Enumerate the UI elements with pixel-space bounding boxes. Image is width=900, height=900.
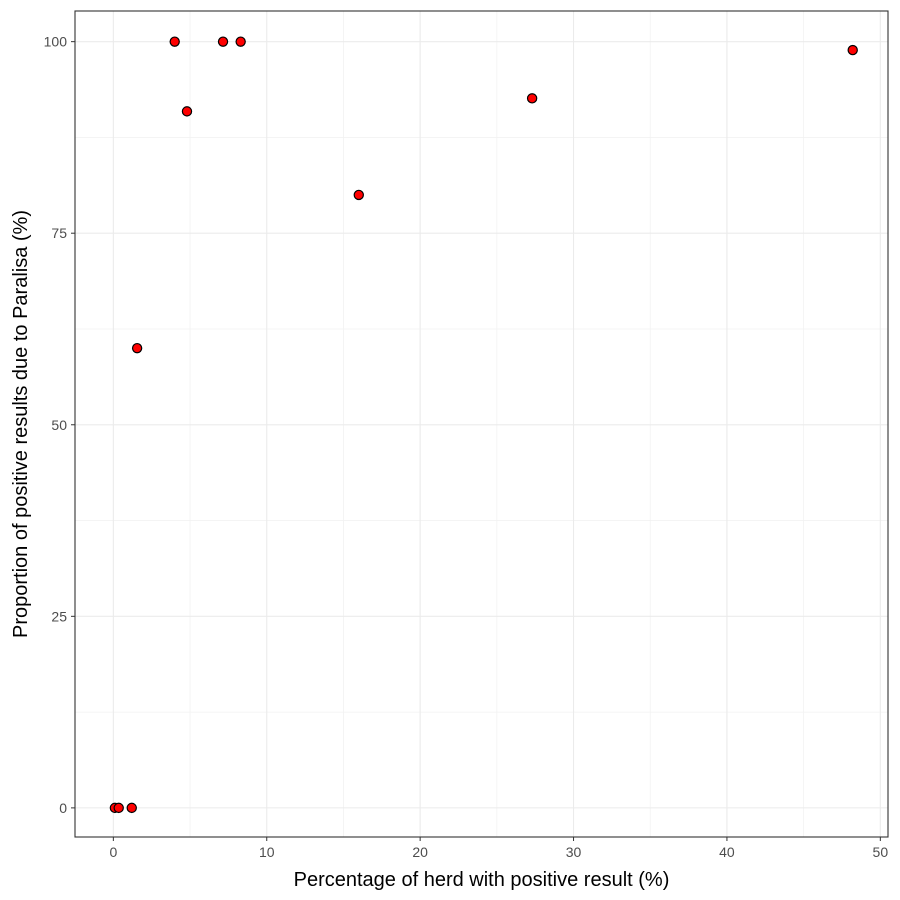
y-tick-label: 25 xyxy=(51,608,67,624)
x-tick-labels: 0 10 20 30 40 50 xyxy=(109,844,888,860)
grid xyxy=(75,11,888,837)
data-point xyxy=(126,802,137,814)
panel-border xyxy=(74,10,889,838)
y-tick-label: 0 xyxy=(59,800,67,816)
axis-ticks xyxy=(71,41,881,841)
x-tick-label: 20 xyxy=(412,844,428,860)
data-point xyxy=(217,36,229,47)
x-tick-label: 40 xyxy=(719,844,735,860)
data-point xyxy=(113,802,124,814)
data-points xyxy=(109,36,858,814)
data-point xyxy=(353,189,364,201)
y-tick-labels: 0 25 50 75 100 xyxy=(44,34,68,816)
data-point xyxy=(169,36,180,47)
y-tick-label: 100 xyxy=(44,34,68,50)
data-point xyxy=(131,342,143,354)
data-point xyxy=(847,44,858,56)
x-axis-title: Percentage of herd with positive result … xyxy=(294,869,670,891)
data-point xyxy=(181,106,193,117)
x-tick-label: 0 xyxy=(109,844,117,860)
y-tick-label: 75 xyxy=(51,225,67,241)
y-tick-label: 50 xyxy=(51,417,67,433)
y-axis-title: Proportion of positive results due to Pa… xyxy=(10,210,32,638)
data-point xyxy=(235,36,246,47)
x-tick-label: 30 xyxy=(566,844,582,860)
x-tick-label: 10 xyxy=(259,844,275,860)
x-tick-label: 50 xyxy=(873,844,889,860)
data-point xyxy=(526,93,538,104)
